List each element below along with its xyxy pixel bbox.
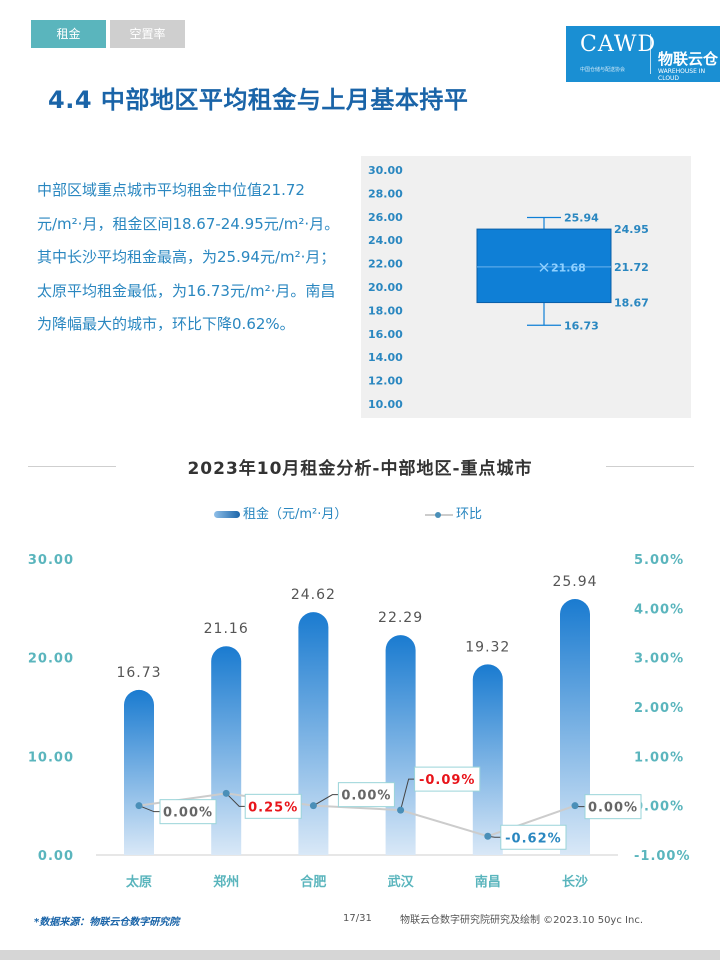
box-y-tick: 18.00 xyxy=(368,304,403,317)
x-category-label: 武汉 xyxy=(388,874,415,890)
tab-rent[interactable]: 租金 xyxy=(31,20,106,48)
logo-name: 物联云仓 xyxy=(658,50,719,68)
footer-source: *数据来源：物联云仓数字研究院 xyxy=(34,917,180,928)
y-axis-tick-label: 20.00 xyxy=(28,652,74,667)
page-title: 4.4 中部地区平均租金与上月基本持平 xyxy=(48,86,469,114)
logo-brand: CAWD xyxy=(580,32,657,57)
box-plot-chart: 30.00 28.00 26.00 24.00 22.00 20.00 18.00 16.00… xyxy=(368,164,649,411)
description-paragraph-1: 中部区域重点城市平均租金中位值21.72元/m²·月，租金区间18.67-24.… xyxy=(37,181,340,233)
mom-label-box xyxy=(414,766,481,792)
mom-value-label: 0.00% xyxy=(588,801,638,816)
bar-value-label: 24.62 xyxy=(291,587,336,603)
box-y-tick: 16.00 xyxy=(368,328,403,341)
description: 中部区域重点城市平均租金中位值21.72元/m²·月，租金区间18.67-24.… xyxy=(37,174,347,342)
legend-rent-label: 租金（元/m²·月） xyxy=(243,507,348,522)
description-paragraph-2: 其中长沙平均租金最高，为25.94元/m²·月；太原平均租金最低，为16.73元… xyxy=(37,248,336,333)
y2-axis-tick-label: 4.00% xyxy=(634,602,684,617)
mom-point xyxy=(222,789,230,797)
bar-4 xyxy=(472,664,503,855)
y2-axis-tick-label: 0.00% xyxy=(634,800,684,815)
title-divider-left xyxy=(28,466,116,467)
legend-mom: 环比 xyxy=(425,503,482,522)
y2-axis-tick-label: 5.00% xyxy=(634,553,684,568)
box-y-tick: 24.00 xyxy=(368,234,403,247)
mom-point xyxy=(135,802,143,810)
page-number: 17/31 xyxy=(343,913,372,924)
legend-rent: 租金（元/m²·月） xyxy=(214,503,347,522)
y-axis-tick-label: 10.00 xyxy=(28,750,74,765)
x-category-label: 长沙 xyxy=(562,874,588,890)
x-category-label: 郑州 xyxy=(213,874,239,890)
cawd-logo: CAWD 中国仓储与配送协会 物联云仓 WAREHOUSE IN CLOUD xyxy=(566,26,720,82)
y2-axis-tick-label: 1.00% xyxy=(634,750,684,765)
legend-mom-swatch xyxy=(425,509,453,521)
bar-value-label: 16.73 xyxy=(116,665,161,681)
mom-value-label: 0.25% xyxy=(248,800,298,815)
logo-divider xyxy=(650,34,651,74)
x-category-label: 南昌 xyxy=(475,874,501,890)
box-mean-marker xyxy=(539,262,549,272)
box-iqr-rect xyxy=(476,228,612,304)
bar-value-label: 22.29 xyxy=(378,610,423,626)
logo-name-en: WAREHOUSE IN CLOUD xyxy=(658,68,706,82)
bottom-bar xyxy=(0,950,720,960)
mom-label-box xyxy=(244,793,302,819)
box-mean-label: 21.68 xyxy=(551,261,586,274)
footer-org: 物联云仓数字研究院研究及绘制 ©2023.10 50yc Inc. xyxy=(400,915,643,926)
mom-value-label: -0.09% xyxy=(419,773,476,788)
box-y-tick: 30.00 xyxy=(368,164,403,177)
x-category-label: 太原 xyxy=(125,874,152,890)
bar-5 xyxy=(560,599,590,855)
bar-3 xyxy=(385,635,416,855)
bar-1 xyxy=(211,646,242,855)
mom-label-box xyxy=(337,782,395,808)
main-bar-line-chart: 0.00 10.00 20.00 30.00 -1.00% 0.00% 1.00% 2.00%… xyxy=(28,553,691,890)
mom-point xyxy=(571,802,579,810)
box-y-tick: 28.00 xyxy=(368,187,403,200)
box-min-label: 16.73 xyxy=(564,319,599,332)
mom-value-label: 0.00% xyxy=(163,806,213,821)
legend-rent-swatch xyxy=(214,511,240,518)
bar-value-label: 25.94 xyxy=(552,574,597,590)
box-plot-panel: 30.00 28.00 26.00 24.00 22.00 20.00 18.00 16.00… xyxy=(361,156,691,418)
mom-leader-line xyxy=(225,792,246,807)
mom-leader-line xyxy=(400,778,415,811)
mom-leader-line xyxy=(138,805,160,813)
y2-axis-tick-label: 2.00% xyxy=(634,701,684,716)
y-axis-tick-label: 30.00 xyxy=(28,553,74,568)
bar-0 xyxy=(124,689,154,855)
legend-mom-label: 环比 xyxy=(456,507,483,522)
box-q3-label: 24.95 xyxy=(614,223,649,236)
bar-value-label: 19.32 xyxy=(465,639,510,655)
mom-leader-line xyxy=(313,794,339,807)
box-median-label: 21.72 xyxy=(614,261,649,274)
chart-title: 2023年10月租金分析-中部地区-重点城市 xyxy=(187,459,533,479)
box-y-tick: 22.00 xyxy=(368,258,403,271)
box-y-tick: 10.00 xyxy=(368,398,403,411)
mom-label-box xyxy=(584,794,642,820)
mom-point xyxy=(397,806,405,814)
y2-axis-tick-label: -1.00% xyxy=(634,849,691,864)
mom-label-box xyxy=(159,799,217,825)
title-divider-right xyxy=(606,466,694,467)
mom-point xyxy=(484,832,492,840)
bar-2 xyxy=(298,612,329,855)
box-y-tick: 26.00 xyxy=(368,211,403,224)
box-y-tick: 12.00 xyxy=(368,375,403,388)
box-y-tick: 20.00 xyxy=(368,281,403,294)
y-axis-tick-label: 0.00 xyxy=(38,849,74,864)
mom-value-label: 0.00% xyxy=(341,789,391,804)
tab-vacancy[interactable]: 空置率 xyxy=(110,20,185,48)
bar-value-label: 21.16 xyxy=(204,621,249,637)
box-q1-label: 18.67 xyxy=(614,297,649,310)
box-y-tick: 14.00 xyxy=(368,351,403,364)
mom-point xyxy=(309,802,317,810)
box-max-label: 25.94 xyxy=(564,212,599,225)
mom-value-label: -0.62% xyxy=(505,831,562,846)
mom-label-box xyxy=(500,824,567,850)
x-category-label: 合肥 xyxy=(300,874,326,890)
y2-axis-tick-label: 3.00% xyxy=(634,652,684,667)
logo-sub: 中国仓储与配送协会 xyxy=(580,67,626,73)
